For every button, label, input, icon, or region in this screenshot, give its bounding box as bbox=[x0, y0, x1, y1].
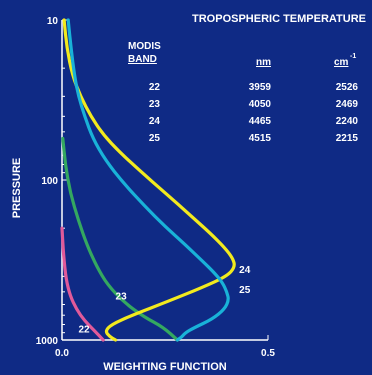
table-nm-25: 4515 bbox=[249, 133, 272, 144]
table-header-nm: nm bbox=[256, 57, 271, 68]
series-line-band-23 bbox=[61, 136, 179, 342]
series-label-band-23: 23 bbox=[116, 292, 128, 303]
table-cm-23: 2469 bbox=[336, 99, 359, 110]
table-band-23: 23 bbox=[149, 99, 161, 110]
series-label-band-24: 24 bbox=[239, 265, 251, 276]
x-axis-label: WEIGHTING FUNCTION bbox=[103, 361, 226, 373]
table-nm-24: 4465 bbox=[249, 116, 272, 127]
series-label-band-22: 22 bbox=[78, 325, 90, 336]
table-band-22: 22 bbox=[149, 82, 161, 93]
y-tick-label: 1000 bbox=[36, 336, 59, 347]
table-header-band-2: BAND bbox=[128, 54, 157, 65]
chart-series-labels: 22 23 24 25 bbox=[78, 265, 250, 336]
y-tick-label: 100 bbox=[41, 176, 58, 187]
series-line-band-22 bbox=[60, 226, 105, 342]
x-tick-label: 0.5 bbox=[261, 348, 275, 359]
band-table: MODIS BAND nm cm -1 22 3959 2526 23 4050… bbox=[128, 41, 358, 144]
table-nm-23: 4050 bbox=[249, 99, 272, 110]
series-line-band-24 bbox=[62, 18, 236, 342]
y-axis-label: PRESSURE bbox=[11, 158, 23, 219]
table-cm-24: 2240 bbox=[336, 116, 359, 127]
chart-series bbox=[60, 18, 236, 342]
x-tick-label: 0.0 bbox=[55, 348, 69, 359]
table-header-cm: cm bbox=[334, 57, 349, 68]
y-tick-label: 10 bbox=[47, 16, 59, 27]
chart-title: TROPOSPHERIC TEMPERATURE bbox=[192, 13, 366, 25]
table-cm-22: 2526 bbox=[336, 82, 359, 93]
table-band-25: 25 bbox=[149, 133, 161, 144]
series-label-band-25: 25 bbox=[239, 285, 251, 296]
table-cm-25: 2215 bbox=[336, 133, 359, 144]
table-nm-22: 3959 bbox=[249, 82, 272, 93]
series-line-band-25 bbox=[66, 18, 230, 342]
table-header-cm-sup: -1 bbox=[350, 53, 356, 60]
table-header-band-1: MODIS bbox=[128, 41, 161, 52]
table-band-24: 24 bbox=[149, 116, 161, 127]
